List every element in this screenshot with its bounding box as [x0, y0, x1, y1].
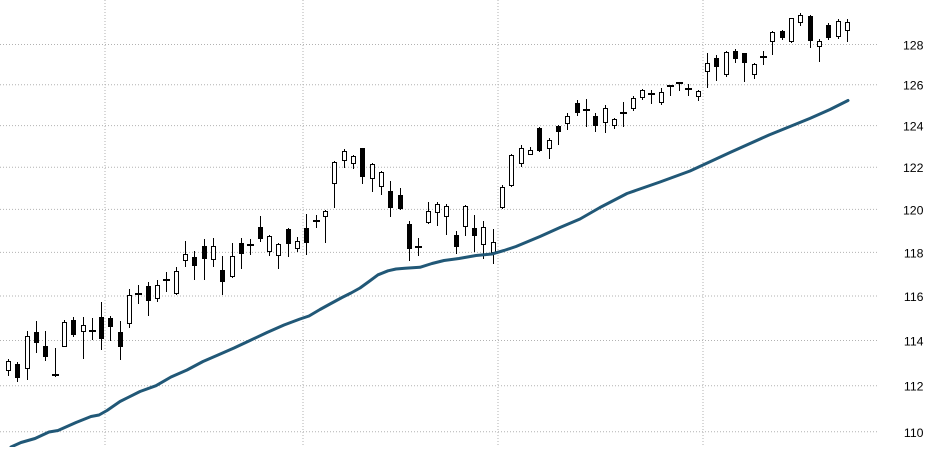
svg-text:116: 116 — [904, 290, 924, 304]
svg-text:120: 120 — [903, 203, 924, 217]
svg-text:126: 126 — [903, 79, 924, 93]
svg-text:124: 124 — [903, 120, 924, 134]
svg-text:118: 118 — [904, 246, 924, 260]
svg-text:110: 110 — [904, 426, 924, 440]
svg-text:114: 114 — [904, 335, 924, 349]
svg-text:128: 128 — [903, 39, 924, 53]
svg-text:112: 112 — [904, 380, 924, 394]
svg-text:122: 122 — [903, 161, 924, 175]
